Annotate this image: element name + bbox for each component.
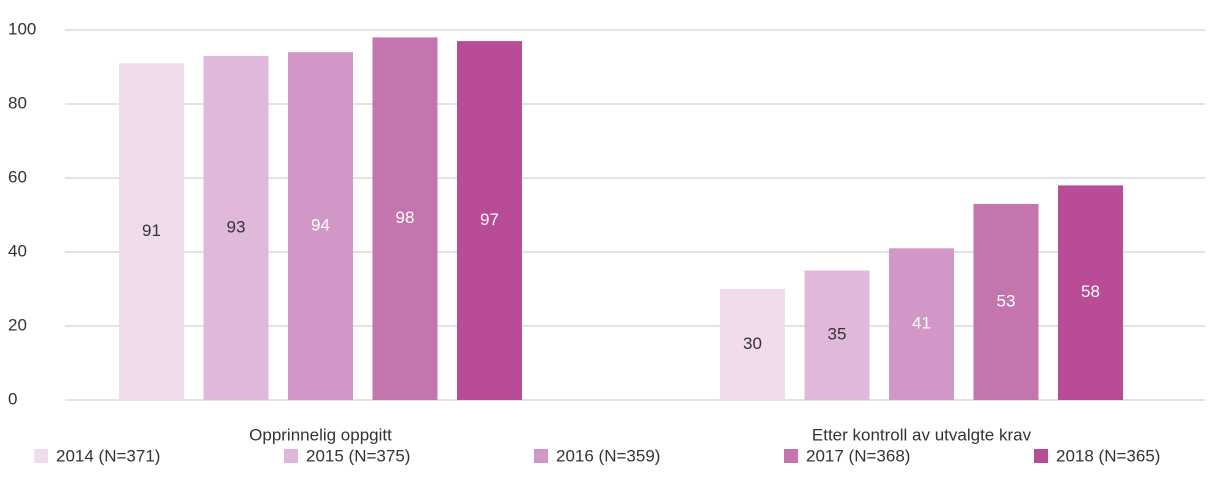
data-label: 91 bbox=[142, 221, 161, 240]
bar bbox=[1058, 185, 1123, 400]
data-label: 58 bbox=[1081, 282, 1100, 301]
bar bbox=[973, 203, 1039, 400]
legend-swatch bbox=[784, 449, 798, 463]
y-tick-label: 80 bbox=[8, 93, 27, 112]
x-tick-label: Opprinnelig oppgitt bbox=[249, 425, 392, 444]
data-label: 53 bbox=[997, 291, 1016, 310]
legend-swatch bbox=[1034, 449, 1048, 463]
legend-label: 2017 (N=368) bbox=[806, 446, 910, 465]
bar bbox=[288, 52, 353, 400]
bar bbox=[119, 63, 184, 401]
legend-swatch bbox=[34, 449, 48, 463]
legend-swatch bbox=[284, 449, 298, 463]
legend-label: 2016 (N=359) bbox=[556, 446, 660, 465]
data-label: 30 bbox=[743, 334, 762, 353]
bar bbox=[889, 248, 954, 400]
y-tick-label: 100 bbox=[8, 19, 36, 38]
legend-swatch bbox=[534, 449, 548, 463]
bar bbox=[203, 55, 269, 401]
legend-label: 2014 (N=371) bbox=[56, 446, 160, 465]
bar bbox=[372, 37, 438, 401]
y-tick-label: 60 bbox=[8, 167, 27, 186]
data-label: 93 bbox=[227, 217, 246, 236]
x-tick-label: Etter kontroll av utvalgte krav bbox=[812, 425, 1032, 444]
y-tick-label: 40 bbox=[8, 241, 27, 260]
bar bbox=[720, 289, 785, 400]
data-label: 41 bbox=[912, 314, 931, 333]
data-label: 94 bbox=[311, 216, 330, 235]
data-label: 98 bbox=[396, 208, 415, 227]
legend-label: 2018 (N=365) bbox=[1056, 446, 1160, 465]
y-tick-label: 20 bbox=[8, 315, 27, 334]
data-label: 35 bbox=[828, 325, 847, 344]
bar bbox=[804, 270, 870, 400]
data-label: 97 bbox=[480, 210, 499, 229]
y-tick-label: 0 bbox=[8, 389, 17, 408]
legend-label: 2015 (N=375) bbox=[306, 446, 410, 465]
bar bbox=[457, 41, 522, 400]
